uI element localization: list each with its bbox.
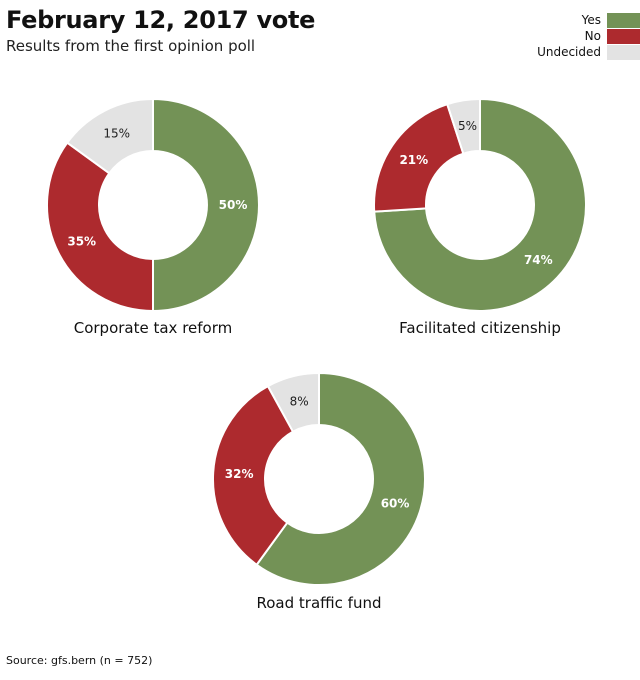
slice-label-facilitated-citizenship-no: 21% (399, 153, 428, 167)
slice-corporate-tax-reform-undecided (65, 97, 154, 175)
legend-label-undecided: Undecided (537, 45, 601, 59)
source-note: Source: gfs.bern (n = 752) (6, 654, 153, 667)
slice-label-corporate-tax-reform-undecided: 15% (103, 127, 130, 141)
donut-title-road-traffic-fund: Road traffic fund (257, 594, 382, 612)
slice-label-road-traffic-fund-no: 32% (225, 467, 254, 481)
slice-label-facilitated-citizenship-yes: 74% (524, 253, 553, 267)
slice-label-facilitated-citizenship-undecided: 5% (458, 119, 477, 133)
legend-label-no: No (584, 29, 601, 43)
slice-label-corporate-tax-reform-no: 35% (67, 234, 96, 248)
slice-facilitated-citizenship-no (373, 102, 465, 213)
legend-label-yes: Yes (581, 13, 601, 27)
slice-facilitated-citizenship-undecided (445, 97, 481, 155)
chart-subtitle: Results from the first opinion poll (6, 37, 256, 55)
slice-label-road-traffic-fund-yes: 60% (381, 497, 410, 511)
slice-road-traffic-fund-yes (255, 371, 426, 586)
legend: Yes No Undecided (537, 12, 640, 60)
donut-title-facilitated-citizenship: Facilitated citizenship (399, 319, 561, 337)
legend-swatch-undecided (607, 44, 640, 60)
legend-item-no: No (537, 28, 640, 44)
slice-label-corporate-tax-reform-yes: 50% (219, 198, 248, 212)
legend-swatch-no (607, 28, 640, 44)
slice-corporate-tax-reform-no (46, 141, 154, 313)
slice-label-road-traffic-fund-undecided: 8% (290, 395, 309, 409)
legend-item-yes: Yes (537, 12, 640, 28)
slice-corporate-tax-reform-yes (152, 97, 260, 313)
donut-title-corporate-tax-reform: Corporate tax reform (74, 319, 233, 337)
legend-swatch-yes (607, 12, 640, 28)
slice-road-traffic-fund-no (212, 384, 295, 567)
slice-facilitated-citizenship-yes (373, 97, 587, 312)
slice-road-traffic-fund-undecided (266, 371, 320, 434)
legend-item-undecided: Undecided (537, 44, 640, 60)
chart-title: February 12, 2017 vote (6, 6, 316, 34)
